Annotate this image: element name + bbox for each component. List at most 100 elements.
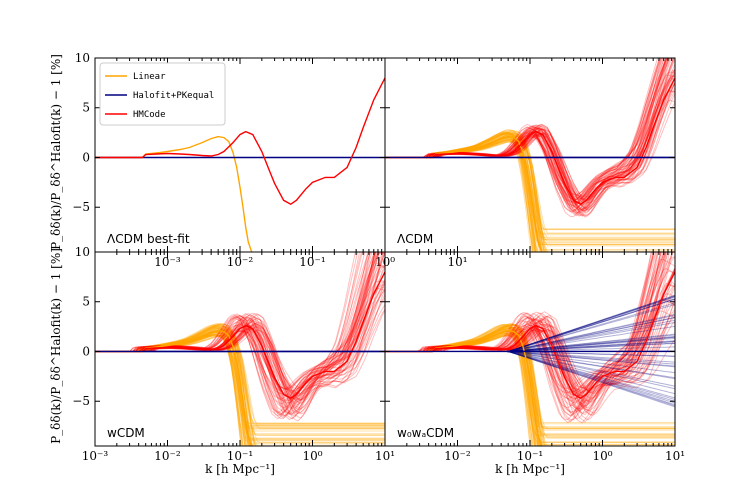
curve-linear — [385, 324, 536, 446]
series-hmcode-central — [385, 271, 675, 400]
curve-hmcode — [95, 252, 379, 413]
curve-linear — [385, 133, 536, 252]
curve-linear — [95, 330, 385, 445]
curve-linear — [385, 133, 533, 252]
curve-linear — [385, 132, 536, 252]
curve-linear — [385, 326, 537, 446]
curve-linear — [385, 131, 534, 252]
curve-hmcode — [385, 58, 669, 214]
curve-linear — [385, 327, 538, 446]
curve-hmcode — [385, 298, 675, 394]
curve-linear — [385, 325, 537, 446]
curve-linear — [385, 324, 533, 446]
curve-linear — [385, 133, 538, 252]
curve-linear — [95, 327, 243, 446]
curve-hmcode — [385, 268, 675, 417]
curve-linear — [385, 132, 536, 252]
curve-hmcode — [385, 252, 655, 409]
panel-label: ΛCDM — [397, 232, 433, 246]
curve-hmcode — [385, 281, 675, 412]
curve-linear — [385, 136, 675, 252]
curve-linear — [385, 330, 675, 445]
curve-linear — [385, 131, 535, 252]
series-linear-central — [385, 329, 543, 446]
y-tick-label: 0 — [82, 150, 90, 164]
x-tick-label: 10⁻³ — [154, 255, 181, 269]
curve-hmcode — [95, 263, 385, 416]
curve-linear — [95, 333, 385, 432]
legend-entry: Linear — [133, 72, 166, 82]
curve-hmcode — [385, 74, 675, 196]
curve-linear — [385, 139, 675, 238]
curve-hmcode — [385, 83, 675, 214]
curve-hmcode — [95, 252, 372, 405]
curve-hmcode — [385, 58, 665, 211]
curve-hmcode — [385, 252, 664, 399]
curve-linear — [385, 132, 538, 252]
curve-hmcode — [95, 252, 375, 409]
curve-linear — [95, 325, 244, 446]
curve-hmcode — [95, 284, 385, 391]
curve-hmcode — [385, 89, 675, 205]
curve-hmcode — [95, 252, 385, 418]
curve-hmcode — [385, 252, 653, 420]
x-tick-label: 10⁰ — [592, 449, 612, 463]
x-axis-label-left: k [h Mpc⁻¹] — [205, 462, 275, 476]
curve-linear — [385, 329, 535, 446]
curve-linear — [385, 323, 534, 446]
curve-linear — [95, 334, 385, 429]
curve-linear — [385, 329, 542, 446]
curve-hmcode — [385, 270, 675, 416]
panel-label: ΛCDM best-fit — [107, 232, 190, 246]
y-tick-label: 5 — [82, 295, 90, 309]
curve-linear — [385, 132, 534, 252]
curve-linear — [385, 332, 675, 436]
curve-linear — [385, 334, 675, 428]
curve-hmcode — [95, 252, 366, 415]
curve-hmcode — [95, 252, 385, 402]
curve-linear — [95, 332, 385, 439]
curve-linear — [95, 334, 385, 429]
curve-linear — [385, 327, 536, 446]
curve-hmcode — [95, 281, 385, 390]
curve-linear — [385, 130, 534, 252]
curve-linear — [385, 328, 537, 446]
x-tick-label: 10⁻¹ — [227, 449, 253, 463]
series-linear-central — [95, 329, 253, 446]
curve-hmcode — [385, 293, 675, 394]
curve-hmcode — [385, 310, 675, 389]
x-axis-label-right: k [h Mpc⁻¹] — [495, 462, 565, 476]
panel-label: w₀wₐCDM — [397, 426, 454, 440]
curve-hmcode — [385, 284, 675, 400]
x-tick-label: 10⁻² — [154, 449, 181, 463]
curve-linear — [385, 326, 533, 446]
curve-linear — [385, 335, 675, 425]
curve-linear — [385, 137, 675, 245]
curve-hmcode — [385, 252, 657, 424]
curve-hmcode — [385, 58, 661, 212]
x-tick-label: 10⁻¹ — [517, 449, 543, 463]
curve-linear — [95, 324, 242, 446]
x-tick-label: 10⁻² — [444, 449, 471, 463]
curve-linear — [385, 134, 534, 252]
panel-label: wCDM — [107, 426, 145, 440]
curve-linear — [385, 138, 675, 244]
curve-hmcode — [385, 58, 664, 204]
curve-hmcode — [95, 262, 385, 420]
curve-hmcode — [385, 58, 663, 217]
plot-area — [385, 252, 675, 446]
x-tick-label: 10⁻³ — [82, 449, 109, 463]
panel-4: 10⁻² 10⁻¹ 10⁰ 10¹ w₀wₐCDM — [384, 251, 685, 463]
curve-hmcode — [385, 77, 675, 217]
curve-linear — [385, 329, 538, 446]
curve-hmcode — [385, 58, 671, 203]
curve-linear — [95, 330, 385, 446]
curve-linear — [95, 331, 385, 441]
curve-linear — [385, 328, 537, 446]
curve-hmcode — [385, 78, 675, 212]
y-tick-label: −5 — [72, 394, 90, 408]
curve-hmcode — [385, 58, 669, 217]
series-hmcode — [95, 77, 385, 206]
curve-linear — [95, 322, 246, 446]
